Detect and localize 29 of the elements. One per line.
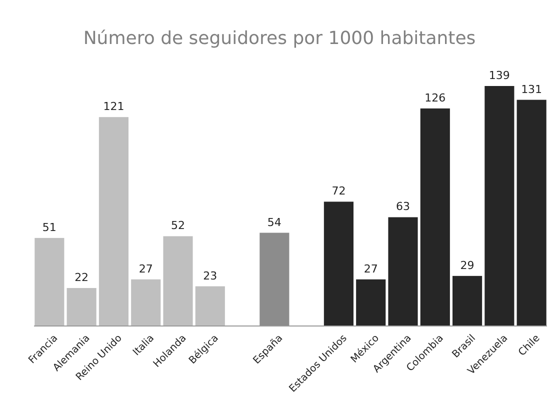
data-label: 52 — [171, 219, 185, 232]
bar — [195, 286, 225, 326]
bar — [516, 100, 546, 326]
data-label: 23 — [203, 269, 218, 282]
data-label: 27 — [364, 262, 378, 276]
bar — [260, 232, 290, 326]
bar — [388, 217, 418, 326]
bar — [98, 117, 128, 326]
bar — [356, 279, 386, 326]
bar — [163, 236, 193, 326]
bar — [66, 288, 96, 326]
chart-title: Número de seguidores por 1000 habitantes — [83, 28, 476, 49]
bar — [420, 108, 450, 326]
data-label: 22 — [74, 271, 89, 284]
bar — [324, 202, 354, 326]
data-label: 29 — [460, 258, 474, 272]
data-label: 27 — [138, 262, 153, 276]
bar — [452, 276, 482, 326]
data-label: 121 — [103, 100, 124, 114]
data-label: 72 — [332, 184, 346, 198]
data-label: 54 — [267, 216, 282, 229]
data-label: 126 — [424, 91, 446, 104]
bar — [34, 238, 64, 326]
data-label: 139 — [488, 69, 510, 82]
data-label: 63 — [396, 200, 410, 214]
data-label: 131 — [521, 82, 542, 96]
bar — [484, 86, 514, 326]
data-label: 51 — [42, 220, 56, 234]
bar — [131, 279, 161, 326]
